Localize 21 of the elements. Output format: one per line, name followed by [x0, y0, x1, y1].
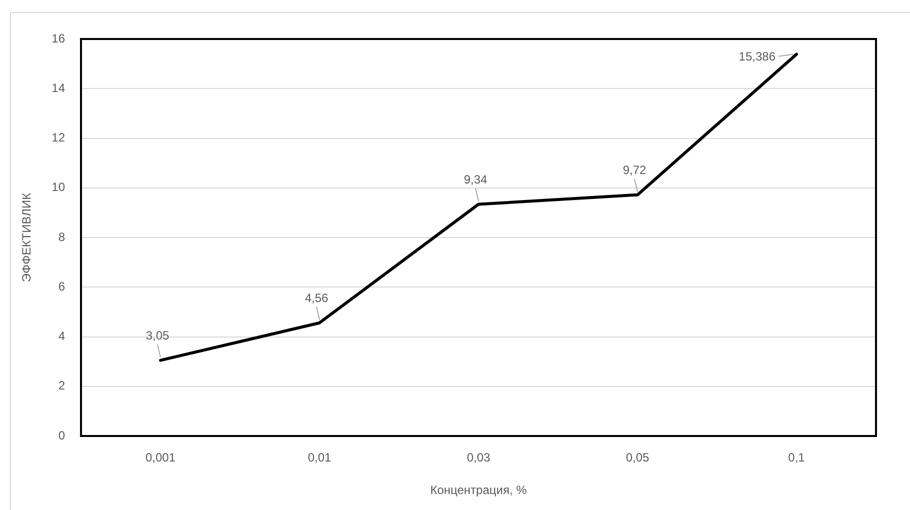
- x-tick-label: 0,001: [145, 450, 176, 465]
- y-tick-label: 16: [52, 31, 66, 46]
- data-label: 15,386: [738, 50, 776, 64]
- y-tick-label: 6: [58, 279, 66, 294]
- y-axis-title: ЭФФЕКТИВЛИК: [20, 192, 34, 282]
- y-tick-label: 14: [52, 80, 66, 95]
- y-tick-label: 4: [58, 329, 66, 344]
- y-tick-label: 8: [58, 230, 66, 244]
- y-tick-label: 10: [52, 180, 66, 194]
- x-tick-label: 0,1: [788, 450, 806, 465]
- y-tick-label: 0: [58, 428, 66, 442]
- data-label: 9,34: [464, 172, 488, 187]
- data-label: 4,56: [304, 291, 328, 306]
- y-tick-label: 12: [52, 130, 66, 145]
- x-axis-title: Концентрация, %: [430, 483, 528, 498]
- x-tick-label: 0,05: [626, 450, 650, 465]
- data-label: 3,05: [146, 328, 170, 343]
- x-tick-label: 0,03: [466, 450, 490, 465]
- data-label: 9,72: [622, 163, 646, 178]
- x-tick-label: 0,01: [308, 450, 332, 465]
- y-tick-label: 2: [58, 378, 66, 393]
